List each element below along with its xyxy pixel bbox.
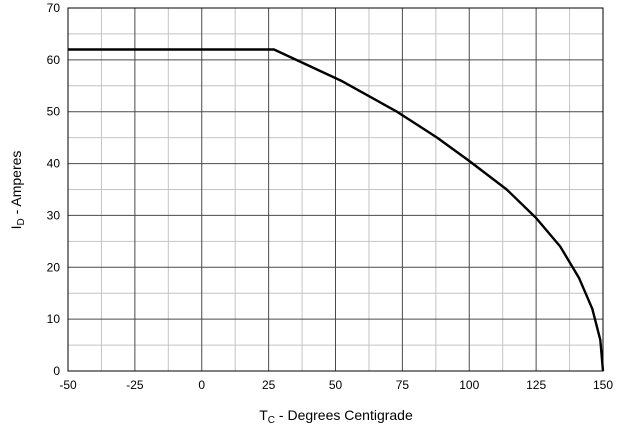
y-tick-label: 50	[47, 105, 61, 119]
y-tick-label: 30	[47, 208, 61, 222]
y-tick-label: 10	[47, 312, 61, 326]
y-tick-label: 70	[47, 1, 61, 15]
series-line	[68, 48, 605, 372]
x-tick-label: 75	[396, 378, 410, 392]
x-axis-title-rest: - Degrees Centigrade	[275, 407, 413, 423]
x-tick-label: 25	[262, 378, 276, 392]
grid	[68, 8, 603, 371]
x-tick-label: 150	[593, 378, 613, 392]
y-tick-label: 0	[53, 364, 60, 378]
x-tick-label: 0	[198, 378, 205, 392]
x-axis-title-main: T	[259, 407, 268, 423]
x-tick-label: 125	[526, 378, 546, 392]
x-axis-title: TC - Degrees Centigrade	[259, 407, 413, 426]
x-axis-title-sub: C	[268, 415, 275, 426]
y-tick-label: 40	[47, 157, 61, 171]
plot-frame	[67, 7, 604, 372]
y-tick-labels: 0 10 20 30 40 50 60 70	[47, 1, 61, 378]
y-tick-label: 20	[47, 260, 61, 274]
y-tick-label: 60	[47, 53, 61, 67]
x-tick-labels: -50 -25 0 25 50 75 100 125 150	[59, 378, 613, 392]
x-tick-label: 100	[459, 378, 479, 392]
y-axis-title-rest: - Amperes	[8, 151, 24, 219]
x-tick-label: -50	[59, 378, 77, 392]
y-axis-title-sub: D	[16, 218, 27, 225]
y-axis-title-main: I	[8, 226, 24, 230]
y-axis-title: ID - Amperes	[8, 151, 27, 230]
x-tick-label: 50	[329, 378, 343, 392]
x-tick-label: -25	[126, 378, 144, 392]
